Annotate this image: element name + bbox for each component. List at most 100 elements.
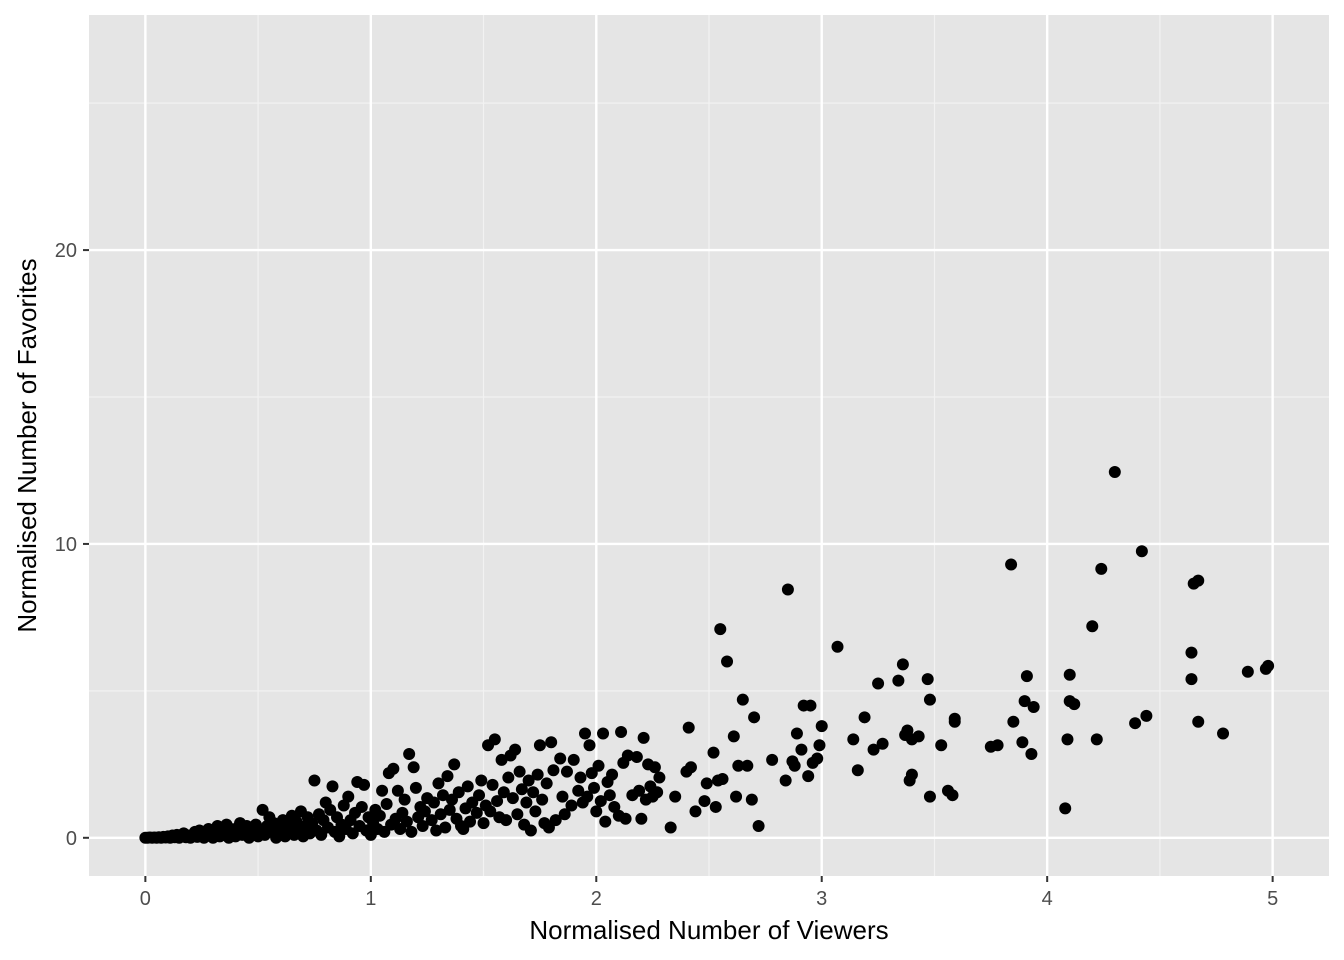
data-point [554,752,567,765]
data-point [416,820,429,833]
data-point [583,739,596,752]
data-point [565,799,578,812]
data-point [500,814,513,827]
data-point [396,806,409,819]
data-point [815,720,828,733]
data-point [633,784,646,797]
data-point [741,759,754,772]
data-point [603,789,616,802]
data-point [1020,670,1033,683]
data-point [1192,574,1205,587]
data-point [700,777,713,790]
data-point [486,778,499,791]
data-point [439,821,452,834]
data-point [567,753,580,766]
data-point [441,770,454,783]
data-point [1063,668,1076,681]
data-point [707,746,720,759]
x-tick-label: 5 [1267,888,1278,910]
data-point [434,808,447,821]
data-point [648,761,661,774]
data-point [790,727,803,740]
data-point [637,731,650,744]
data-point [795,743,808,756]
data-point [1025,748,1038,761]
data-point [1018,695,1031,708]
data-point [651,786,664,799]
data-point [1140,709,1153,722]
data-point [409,781,422,794]
data-point [745,793,758,806]
y-axis: 0 10 20 [55,240,89,850]
data-point [669,790,682,803]
data-point [588,781,601,794]
data-point [912,730,925,743]
data-point [520,796,533,809]
data-point [506,792,519,805]
x-tick-label: 3 [816,888,827,910]
data-point [326,780,339,793]
data-point [400,815,413,828]
data-point [730,790,743,803]
data-point [714,623,727,636]
data-point [403,748,416,761]
data-point [867,743,880,756]
data-point [923,790,936,803]
data-point [427,796,440,809]
data-point [811,752,824,765]
data-point [991,739,1004,752]
data-point [430,824,443,837]
data-point [851,764,864,777]
data-point [1192,715,1205,728]
data-point [721,655,734,668]
data-point [509,743,522,756]
data-point [536,793,549,806]
minor-gridlines [89,15,1329,876]
y-tick-label: 20 [55,240,77,262]
data-point [540,777,553,790]
data-point [1016,736,1029,749]
y-axis-title: Normalised Number of Favorites [12,258,42,632]
data-point [684,761,697,774]
data-point [748,711,761,724]
data-point [608,800,621,813]
data-point [630,750,643,763]
y-tick-label: 10 [55,534,77,556]
data-point [923,693,936,706]
data-point [615,726,628,739]
data-point [527,786,540,799]
data-point [387,762,400,775]
x-tick-label: 4 [1042,888,1053,910]
data-point [948,712,961,725]
data-point [373,809,386,822]
data-point [491,795,504,808]
data-point [653,771,666,784]
data-point [590,805,603,818]
major-gridlines [89,15,1329,876]
y-tick-label: 0 [66,828,77,850]
data-point [905,768,918,781]
data-point [1217,727,1230,740]
data-point [529,805,542,818]
data-point [682,721,695,734]
data-point [522,774,535,787]
data-point [781,583,794,596]
x-tick-label: 2 [591,888,602,910]
data-point [752,820,765,833]
data-point [407,761,420,774]
data-point [398,793,411,806]
data-point [556,790,569,803]
data-point [606,768,619,781]
data-point [461,780,474,793]
data-point [1135,545,1148,558]
data-point [436,789,449,802]
data-point [698,795,711,808]
x-axis-title: Normalised Number of Viewers [529,915,888,945]
data-point [921,673,934,686]
data-point [592,759,605,772]
data-point [1185,673,1198,686]
data-point [473,789,486,802]
data-point [788,759,801,772]
data-point [515,783,528,796]
